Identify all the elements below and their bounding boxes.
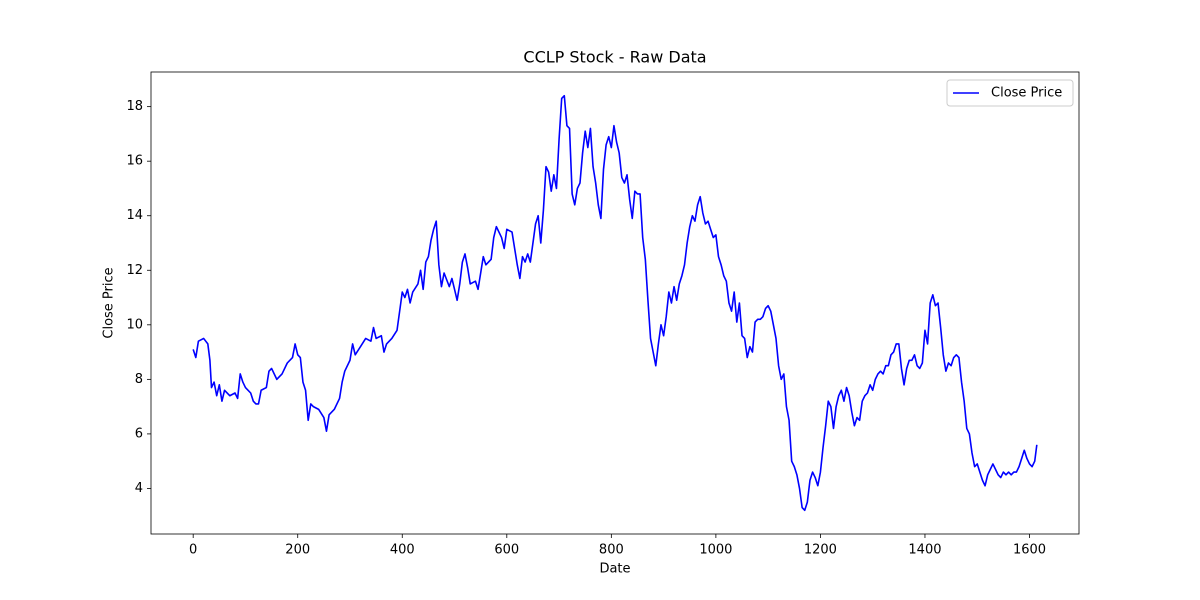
x-axis-label: Date: [599, 562, 630, 577]
legend-box: [946, 79, 1074, 107]
x-tick-label: 1600: [1013, 543, 1046, 558]
x-tick-label: 200: [285, 543, 310, 558]
y-tick-label: 6: [135, 426, 143, 441]
chart-title: CCLP Stock - Raw Data: [523, 48, 706, 67]
x-tick-label: 600: [494, 543, 519, 558]
price-line: [192, 94, 1038, 512]
x-tick-label: 0: [189, 543, 197, 558]
y-tick-label: 14: [126, 208, 143, 223]
legend-label: Close Price: [991, 86, 1062, 101]
x-tick-label: 1200: [804, 543, 837, 558]
x-tick-label: 800: [599, 543, 624, 558]
x-tick-label: 1400: [908, 543, 941, 558]
y-tick-label: 16: [126, 154, 143, 169]
y-tick-label: 4: [135, 481, 143, 496]
y-axis-label: Close Price: [102, 267, 117, 338]
y-tick-label: 8: [135, 372, 143, 387]
y-tick-label: 18: [126, 99, 143, 114]
y-tick-label: 10: [126, 317, 143, 332]
plot-frame: [150, 71, 1080, 535]
x-tick-label: 400: [390, 543, 415, 558]
y-tick-label: 12: [126, 263, 143, 278]
x-tick-label: 1000: [699, 543, 732, 558]
